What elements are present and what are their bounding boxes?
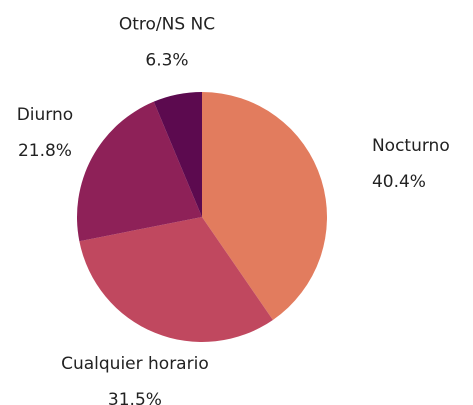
slice-value-label: 31.5% — [108, 390, 162, 405]
pie-slice — [77, 101, 202, 242]
pie-slice — [79, 217, 273, 343]
pie-slice — [153, 92, 202, 217]
slice-label: Diurno — [17, 105, 73, 125]
slice-label: Cualquier horario — [61, 354, 209, 374]
slice-label: Otro/NS NC — [119, 14, 215, 34]
slice-label: Nocturno — [372, 136, 450, 156]
slice-value-label: 21.8% — [18, 141, 72, 161]
slice-value-label: 40.4% — [372, 172, 426, 192]
slice-value-label: 6.3% — [145, 50, 188, 70]
pie-slice — [202, 92, 328, 320]
